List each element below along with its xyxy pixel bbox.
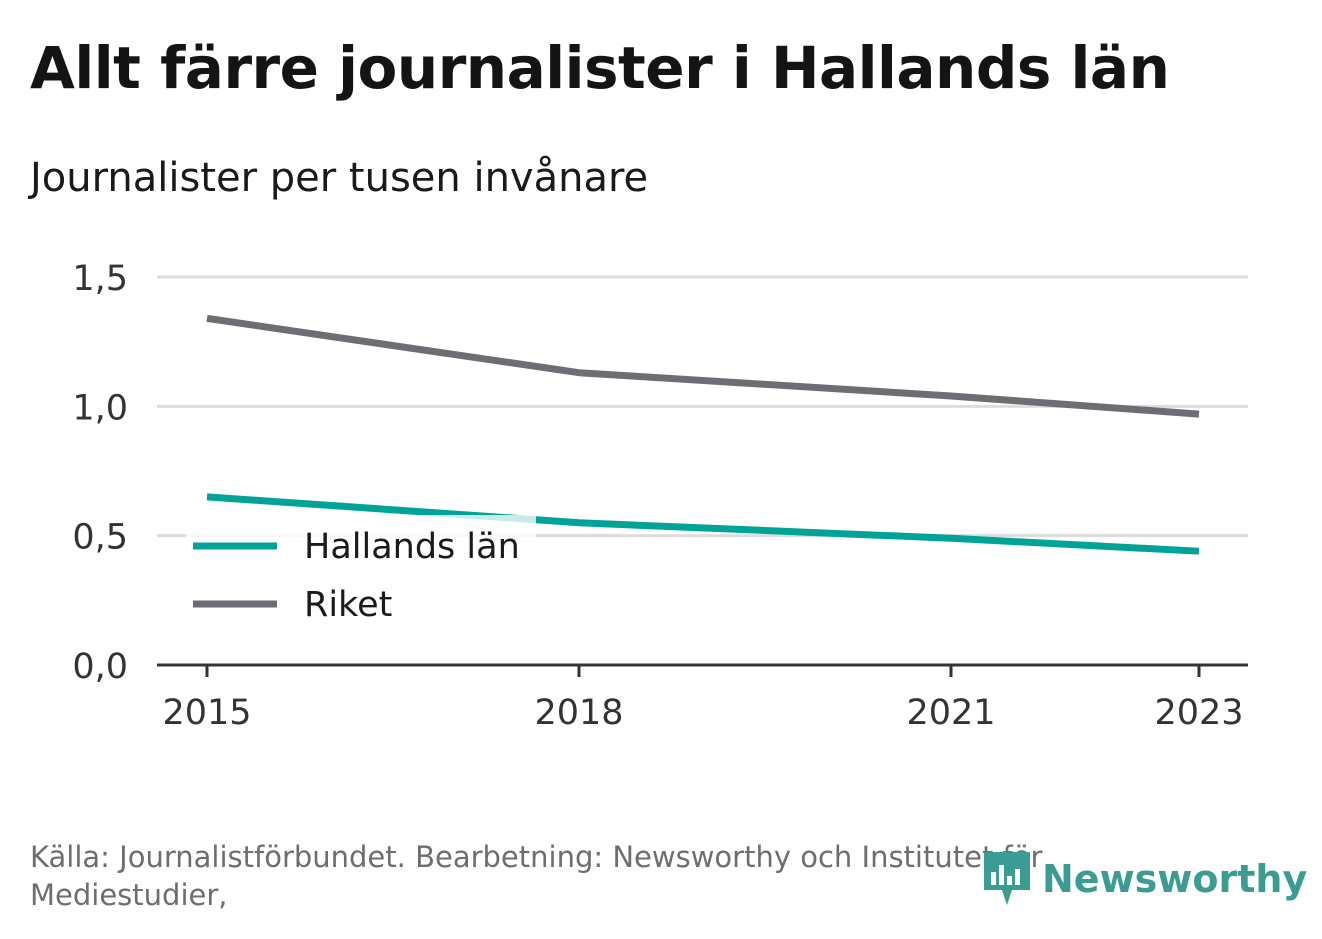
legend: Hallands län Riket (186, 515, 536, 635)
x-tick-label: 2021 (906, 693, 995, 733)
legend-label: Hallands län (304, 527, 520, 567)
brand-name: Newsworthy (1042, 857, 1308, 901)
x-tick-label: 2018 (534, 693, 623, 733)
legend-label: Riket (304, 585, 392, 625)
x-tick-label: 2015 (162, 693, 251, 733)
line-chart: 0,0 0,5 1,0 1,5 2015 2018 2021 2023 Hallands l… (72, 259, 1248, 733)
brand-logo: Newsworthy (982, 850, 1307, 908)
y-tick-label: 1,5 (72, 259, 128, 299)
x-tick-label: 2023 (1154, 693, 1243, 733)
y-axis-ticks: 0,0 0,5 1,0 1,5 (72, 259, 128, 687)
source-note: Källa: Journalistförbundet. Bearbetning:… (30, 840, 1043, 912)
y-tick-label: 1,0 (72, 388, 128, 428)
series-line (206, 314, 1200, 418)
series-line (206, 493, 1200, 555)
series-lines (206, 314, 1200, 555)
y-tick-label: 0,5 (72, 518, 128, 558)
chart-subtitle: Journalister per tusen invånare (30, 155, 649, 201)
x-axis: 2015 2018 2021 2023 (157, 663, 1248, 733)
legend-background (186, 515, 536, 635)
y-tick-label: 0,0 (72, 647, 128, 687)
newsworthy-logo-icon (984, 852, 1030, 905)
chart-title: Allt färre journalister i Hallands län (30, 34, 1170, 102)
